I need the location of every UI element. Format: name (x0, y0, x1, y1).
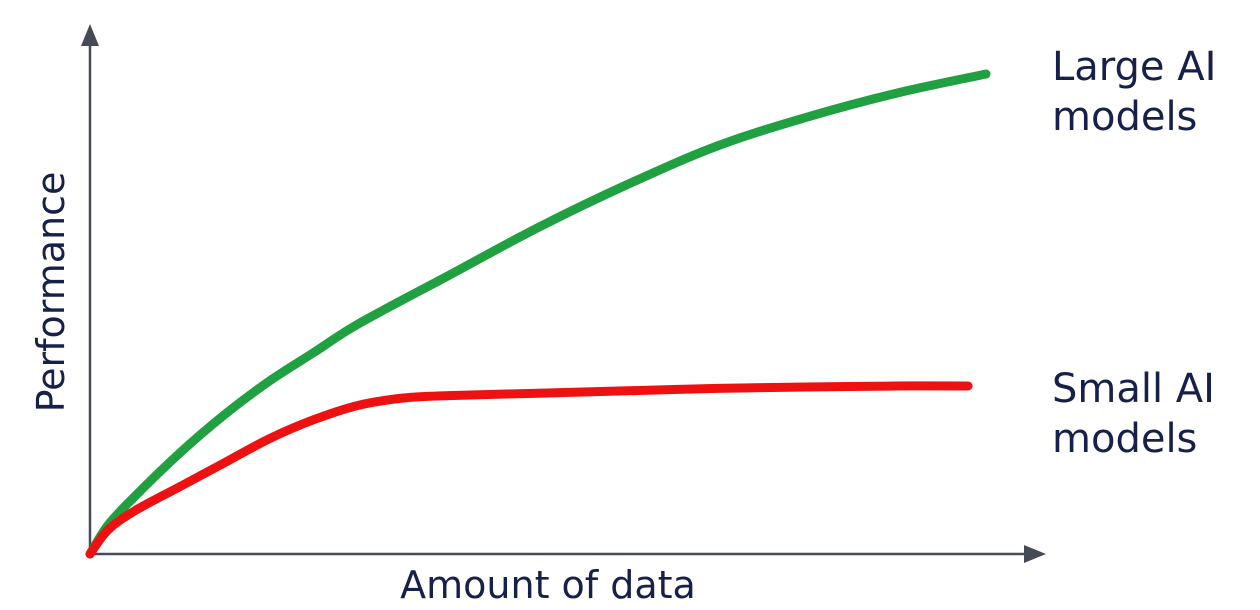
x-axis-arrow-icon (1024, 545, 1046, 563)
y-axis-label: Performance (29, 172, 73, 413)
series-layer (85, 69, 991, 559)
series-labels: Large AI models Small AI models (1052, 44, 1229, 462)
series-label-large-line2: models (1052, 94, 1197, 140)
small-ai-models-line (85, 381, 973, 559)
y-axis-arrow-icon (81, 24, 99, 46)
series-label-large-line1: Large AI (1052, 44, 1216, 90)
series-label-small-line1: Small AI (1052, 366, 1215, 412)
axes (81, 24, 1046, 563)
series-label-small: Small AI models (1052, 366, 1228, 462)
series-label-large: Large AI models (1052, 44, 1229, 140)
large-ai-models-line (85, 69, 991, 559)
series-label-small-line2: models (1052, 416, 1197, 462)
x-axis-label: Amount of data (400, 563, 696, 607)
